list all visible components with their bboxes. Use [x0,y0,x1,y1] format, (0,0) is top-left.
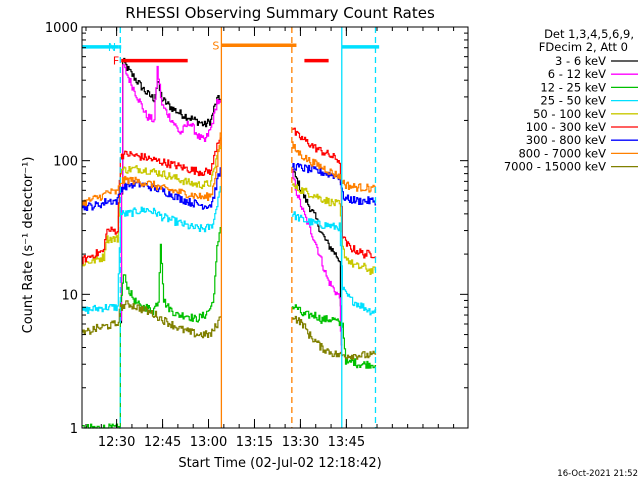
series-line-100-300-kev [82,127,377,265]
plot-frame [81,26,469,429]
flag-label-s: S [212,39,219,52]
x-tick-label: 13:00 [190,435,227,450]
x-tick-label: 13:45 [328,435,365,450]
series-layer [82,57,377,429]
series-line-6-12-kev [120,64,343,355]
flag-label-f: F [113,55,119,68]
bar-layer: NF S [82,39,380,68]
y-tick-label: 1 [70,422,78,437]
y-tick-label: 10 [61,288,78,303]
x-tick-label: 13:15 [236,435,273,450]
legend-label-300-800-kev: 300 - 800 keV [526,133,606,147]
x-tick-label: 13:30 [282,435,319,450]
series-line-800-7000-kev [82,132,377,207]
x-tick-label: 12:30 [98,435,135,450]
legend-label-6-12-kev: 6 - 12 keV [548,67,606,81]
legend-label-800-7000-kev: 800 - 7000 keV [518,146,606,160]
legend-label-50-100-kev: 50 - 100 keV [533,107,606,121]
detector-info-line-2: FDecim 2, Att 0 [539,40,628,54]
axis-layer: 1 10 100 1000 12:30 12:45 13:00 13:15 13:30 13:45 [45,21,468,450]
series-line-12-25-kev [82,227,377,429]
legend-label-7000-15000-kev: 7000 - 15000 keV [504,160,606,174]
legend-label-25-50-kev: 25 - 50 keV [540,94,606,108]
chart-title: RHESSI Observing Summary Count Rates [125,4,435,22]
flag-label-n: N [108,41,116,54]
legend-label-3-6-kev: 3 - 6 keV [555,54,606,68]
x-tick-label: 12:45 [144,435,181,450]
x-axis-label: Start Time (02-Jul-02 12:18:42) [178,456,381,471]
series-line-3-6-kev [120,57,343,346]
legend-label-12-25-kev: 12 - 25 keV [540,80,606,94]
detector-info-line-1: Det 1,3,4,5,6,9, [544,27,634,41]
timestamp: 16-Oct-2021 21:52 [557,469,638,479]
series-line-7000-15000-kev [82,300,377,360]
y-tick-label: 100 [53,155,78,170]
marker-layer [119,27,377,428]
y-axis-label: Count Rate (s⁻¹ detector⁻¹) [21,157,36,334]
series-line-50-100-kev [82,146,377,275]
series-line-25-50-kev [82,186,377,316]
y-tick-label: 1000 [45,21,78,36]
legend-label-100-300-kev: 100 - 300 keV [526,120,606,134]
